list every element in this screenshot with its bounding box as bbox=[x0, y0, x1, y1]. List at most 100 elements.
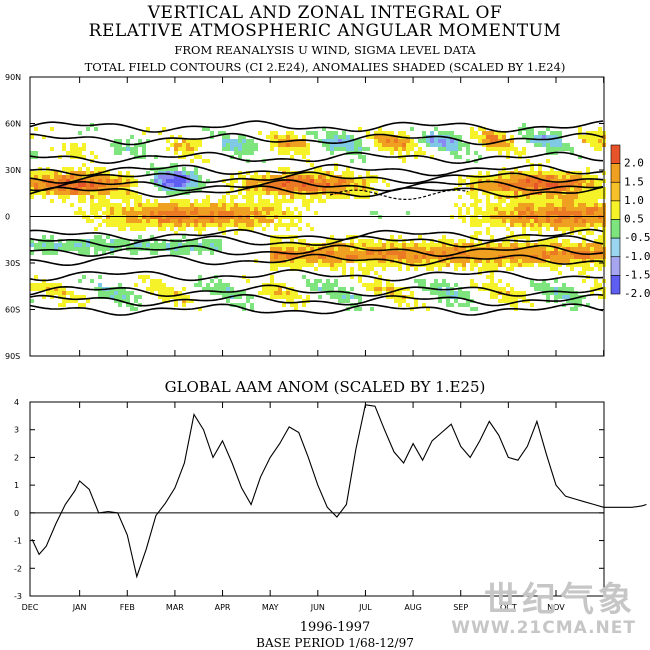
anomaly-cell bbox=[326, 195, 330, 199]
anomaly-cell bbox=[162, 291, 166, 295]
anomaly-cell bbox=[94, 175, 98, 179]
anomaly-cell bbox=[578, 271, 582, 275]
anomaly-cell bbox=[342, 175, 346, 179]
anomaly-cell bbox=[574, 227, 578, 231]
anomaly-cell bbox=[110, 251, 114, 255]
anomaly-cell bbox=[554, 263, 558, 267]
anomaly-cell bbox=[550, 175, 554, 179]
anomaly-cell bbox=[190, 159, 194, 163]
anomaly-cell bbox=[362, 147, 366, 151]
anomaly-cell bbox=[290, 183, 294, 187]
anomaly-cell bbox=[294, 303, 298, 307]
anomaly-cell bbox=[242, 291, 246, 295]
anomaly-cell bbox=[526, 263, 530, 267]
anomaly-cell bbox=[298, 195, 302, 199]
anomaly-cell bbox=[194, 239, 198, 243]
anomaly-cell bbox=[514, 187, 518, 191]
anomaly-cell bbox=[342, 267, 346, 271]
anomaly-cell bbox=[262, 179, 266, 183]
anomaly-cell bbox=[594, 135, 598, 139]
anomaly-cell bbox=[594, 183, 598, 187]
anomaly-cell bbox=[438, 255, 442, 259]
anomaly-cell bbox=[166, 187, 170, 191]
anomaly-cell bbox=[418, 255, 422, 259]
anomaly-cell bbox=[538, 211, 542, 215]
anomaly-cell bbox=[150, 163, 154, 167]
anomaly-cell bbox=[346, 243, 350, 247]
anomaly-cell bbox=[434, 263, 438, 267]
footer-years: 1996-1997 bbox=[299, 620, 371, 635]
anomaly-cell bbox=[130, 251, 134, 255]
anomaly-cell bbox=[418, 243, 422, 247]
anomaly-cell bbox=[286, 167, 290, 171]
anomaly-cell bbox=[530, 219, 534, 223]
anomaly-cell bbox=[318, 263, 322, 267]
anomaly-cell bbox=[378, 243, 382, 247]
anomaly-cell bbox=[258, 291, 262, 295]
anomaly-cell bbox=[270, 291, 274, 295]
anomaly-cell bbox=[502, 299, 506, 303]
anomaly-cell bbox=[302, 175, 306, 179]
anomaly-cell bbox=[174, 207, 178, 211]
anomaly-cell bbox=[446, 251, 450, 255]
anomaly-cell bbox=[242, 183, 246, 187]
anomaly-cell bbox=[526, 131, 530, 135]
anomaly-cell bbox=[66, 151, 70, 155]
anomaly-cell bbox=[498, 147, 502, 151]
anomaly-cell bbox=[78, 191, 82, 195]
anomaly-cell bbox=[322, 171, 326, 175]
anomaly-cell bbox=[278, 183, 282, 187]
anomaly-cell bbox=[354, 191, 358, 195]
anomaly-cell bbox=[406, 143, 410, 147]
anomaly-cell bbox=[278, 219, 282, 223]
anomaly-cell bbox=[98, 175, 102, 179]
anomaly-cell bbox=[218, 207, 222, 211]
anomaly-cell bbox=[586, 263, 590, 267]
anomaly-cell bbox=[278, 207, 282, 211]
anomaly-cell bbox=[426, 243, 430, 247]
anomaly-cell bbox=[138, 203, 142, 207]
anomaly-cell bbox=[382, 179, 386, 183]
anomaly-cell bbox=[402, 143, 406, 147]
anomaly-cell bbox=[534, 255, 538, 259]
anomaly-cell bbox=[298, 247, 302, 251]
anomaly-cell bbox=[282, 199, 286, 203]
anomaly-cell bbox=[126, 187, 130, 191]
anomaly-cell bbox=[542, 175, 546, 179]
anomaly-cell bbox=[562, 207, 566, 211]
anomaly-cell bbox=[58, 179, 62, 183]
anomaly-cell bbox=[194, 227, 198, 231]
anomaly-cell bbox=[234, 231, 238, 235]
anomaly-cell bbox=[498, 247, 502, 251]
anomaly-cell bbox=[346, 259, 350, 263]
anomaly-cell bbox=[198, 203, 202, 207]
anomaly-cell bbox=[354, 243, 358, 247]
anomaly-cell bbox=[94, 195, 98, 199]
anomaly-cell bbox=[494, 219, 498, 223]
anomaly-cell bbox=[510, 187, 514, 191]
anomaly-cell bbox=[526, 139, 530, 143]
anomaly-cell bbox=[154, 279, 158, 283]
anomaly-cell bbox=[102, 219, 106, 223]
anomaly-cell bbox=[38, 179, 42, 183]
anomaly-cell bbox=[230, 291, 234, 295]
anomaly-cell bbox=[406, 139, 410, 143]
anomaly-cell bbox=[426, 247, 430, 251]
anomaly-cell bbox=[470, 135, 474, 139]
anomaly-cell bbox=[570, 243, 574, 247]
anomaly-cell bbox=[302, 179, 306, 183]
anomaly-cell bbox=[302, 135, 306, 139]
anomaly-cell bbox=[178, 143, 182, 147]
contour-line bbox=[29, 179, 604, 192]
anomaly-cell bbox=[418, 139, 422, 143]
anomaly-cell bbox=[138, 199, 142, 203]
anomaly-cell bbox=[566, 295, 570, 299]
anomaly-cell bbox=[98, 283, 102, 287]
anomaly-cell bbox=[578, 231, 582, 235]
anomaly-cell bbox=[246, 179, 250, 183]
anomaly-cell bbox=[290, 223, 294, 227]
anomaly-cell bbox=[298, 147, 302, 151]
anomaly-cell bbox=[58, 195, 62, 199]
anomaly-cell bbox=[362, 251, 366, 255]
anomaly-cell bbox=[230, 219, 234, 223]
